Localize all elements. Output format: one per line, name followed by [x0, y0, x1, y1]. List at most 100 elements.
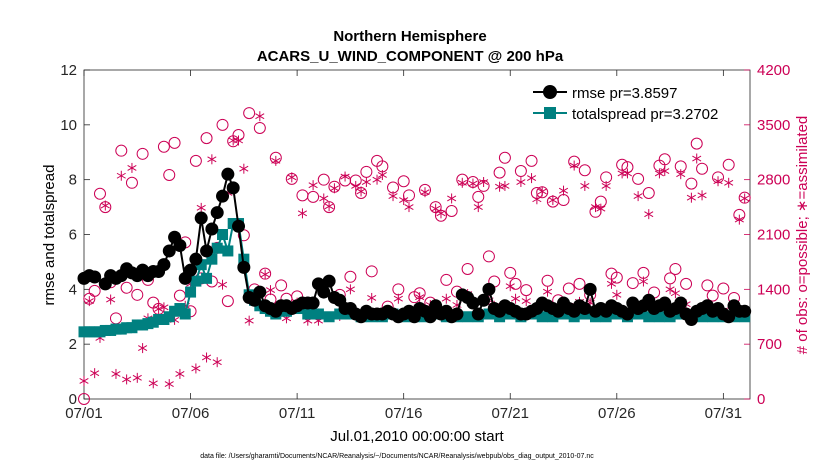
rmse-point — [482, 282, 496, 296]
rmse-point — [620, 307, 634, 321]
possible-obs-point — [562, 282, 575, 295]
asterisk-stroke — [356, 188, 366, 195]
possible-obs-point — [541, 274, 554, 287]
assimilated-obs-point — [415, 292, 425, 303]
rmse-point — [205, 222, 219, 236]
right-y-tick-label: 2100 — [757, 227, 790, 244]
totalspread-point — [536, 311, 548, 323]
asterisk-stroke — [654, 170, 665, 177]
possible-obs-point — [189, 154, 202, 167]
left-y-tick-label: 12 — [60, 62, 77, 79]
possible-obs-point — [88, 284, 101, 297]
asterisk-stroke — [271, 157, 281, 164]
rmse-point — [88, 270, 102, 284]
assimilated-obs-point — [217, 279, 228, 290]
assimilated-obs-point — [372, 174, 382, 185]
assimilated-obs-point — [271, 155, 281, 166]
asterisk-stroke — [436, 210, 446, 217]
assimilated-obs-point — [377, 169, 387, 180]
asterisk-stroke — [393, 295, 403, 302]
assimilated-obs-point — [244, 315, 254, 326]
assimilated-obs-point — [521, 296, 531, 307]
assimilated-obs-point — [260, 269, 270, 280]
totalspread-point — [190, 275, 202, 287]
right-y-tick-label: 1400 — [757, 281, 790, 298]
asterisk-stroke — [665, 286, 675, 293]
totalspread-point — [643, 311, 655, 323]
possible-obs-point — [344, 270, 357, 283]
rmse-point — [210, 206, 224, 220]
asterisk-stroke — [558, 187, 569, 194]
assimilated-obs-point — [526, 173, 537, 184]
assimilated-obs-point — [388, 191, 398, 202]
rmse-point — [194, 211, 208, 225]
asterisk-stroke — [457, 179, 467, 186]
asterisk-stroke — [175, 371, 185, 377]
asterisk-stroke — [697, 192, 707, 199]
possible-obs-point — [578, 164, 591, 177]
asterisk-stroke — [100, 202, 110, 209]
totalspread-point — [206, 253, 218, 265]
asterisk-stroke — [377, 172, 387, 178]
rmse-point — [226, 181, 240, 195]
asterisk-stroke — [159, 304, 169, 311]
asterisk-stroke — [207, 156, 217, 163]
possible-obs-point — [253, 121, 266, 134]
asterisk-stroke — [191, 365, 201, 372]
chart-title: Northern Hemisphere — [333, 28, 486, 45]
assimilated-obs-point — [548, 195, 558, 206]
asterisk-stroke — [612, 291, 622, 298]
totalspread-point — [547, 311, 559, 323]
assimilated-obs-point — [340, 171, 350, 182]
possible-obs-point — [403, 189, 416, 202]
assimilated-obs-point — [596, 203, 606, 214]
asterisk-stroke — [516, 179, 526, 185]
possible-obs-point — [685, 177, 698, 190]
asterisk-stroke — [106, 296, 116, 303]
assimilated-obs-point — [473, 202, 483, 213]
possible-obs-point — [690, 137, 703, 150]
possible-obs-point — [509, 277, 522, 290]
asterisk-stroke — [660, 168, 670, 174]
asterisk-stroke — [633, 193, 643, 200]
assimilated-obs-point — [116, 170, 126, 181]
possible-obs-point — [493, 166, 506, 179]
assimilated-obs-point — [670, 288, 680, 299]
rmse-point — [322, 274, 336, 288]
rmse-point — [162, 244, 176, 258]
asterisk-stroke — [724, 179, 734, 186]
asterisk-stroke — [196, 204, 206, 211]
rmse-point — [184, 263, 198, 277]
asterisk-stroke — [287, 174, 297, 181]
assimilated-obs-point — [713, 176, 723, 187]
assimilated-obs-point — [122, 374, 132, 385]
asterisk-stroke — [548, 197, 558, 203]
rmse-point — [722, 310, 736, 324]
assimilated-obs-point — [201, 352, 212, 363]
right-y-axis-label: # of obs: o=possible; ∗=assimilated — [794, 116, 811, 355]
asterisk-stroke — [84, 298, 94, 305]
possible-obs-point — [136, 147, 149, 160]
x-tick-label: 07/21 — [491, 405, 529, 422]
x-tick-label: 07/16 — [385, 405, 423, 422]
asterisk-stroke — [372, 176, 382, 183]
assimilated-obs-point — [457, 177, 467, 188]
asterisk-stroke — [644, 211, 654, 218]
totalspread-point — [462, 311, 474, 323]
rmse-point — [317, 285, 331, 299]
assimilated-obs-point — [441, 293, 451, 304]
assimilated-obs-point — [79, 375, 89, 386]
asterisk-stroke — [138, 345, 148, 352]
asterisk-stroke — [212, 359, 222, 366]
assimilated-obs-point — [255, 111, 265, 122]
asterisk-stroke — [164, 381, 174, 388]
possible-obs-point — [514, 165, 527, 178]
assimilated-obs-point — [724, 177, 734, 188]
legend-box — [528, 77, 732, 127]
assimilated-obs-point — [159, 302, 169, 313]
asterisk-stroke — [580, 183, 590, 189]
legend-rmse-label: rmse pr=3.8597 — [572, 85, 677, 102]
asterisk-stroke — [148, 380, 158, 387]
possible-obs-point — [632, 172, 645, 185]
left-y-tick-label: 2 — [69, 336, 77, 353]
